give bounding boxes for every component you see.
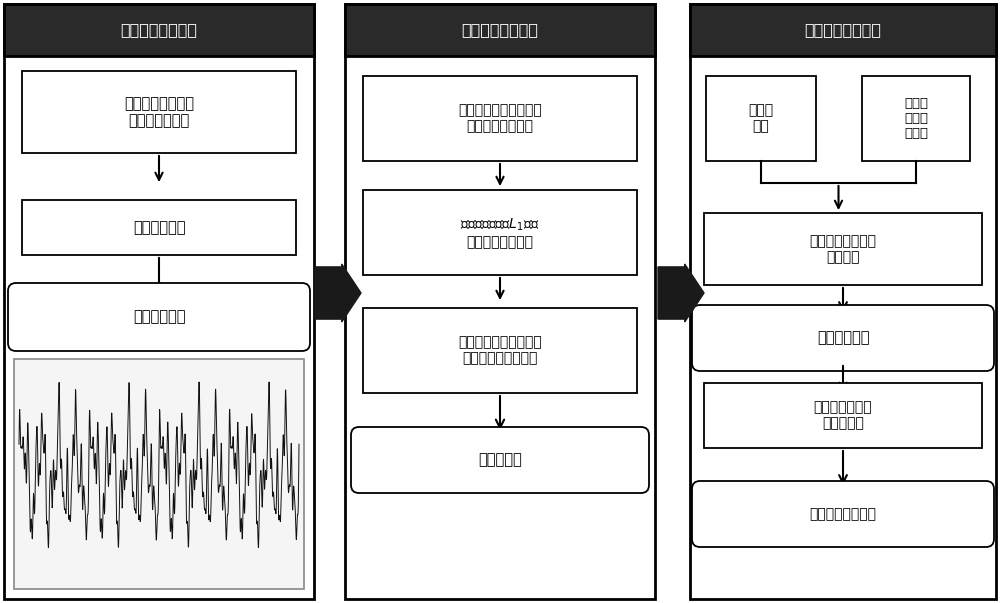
Text: 单振源信号: 单振源信号	[478, 452, 522, 467]
Polygon shape	[315, 264, 361, 322]
FancyBboxPatch shape	[704, 213, 982, 285]
FancyBboxPatch shape	[8, 283, 310, 351]
FancyBboxPatch shape	[706, 76, 816, 161]
Text: 振动源的定量识别: 振动源的定量识别	[804, 22, 882, 37]
FancyBboxPatch shape	[690, 4, 996, 56]
Text: 根据设备振动源的先验
信息构造参考信号: 根据设备振动源的先验 信息构造参考信号	[458, 103, 542, 134]
Text: 单振源
信号: 单振源 信号	[748, 103, 774, 134]
Text: 敏感载
荷处观
测信号: 敏感载 荷处观 测信号	[904, 97, 928, 140]
Text: 卫星舱段结构模型
各振源正常工作: 卫星舱段结构模型 各振源正常工作	[124, 96, 194, 128]
Text: 采用梯度下降法迭代寻
找分离信号的最优解: 采用梯度下降法迭代寻 找分离信号的最优解	[458, 335, 542, 365]
Polygon shape	[658, 264, 704, 322]
Text: 频域单源响应信号
求解方法: 频域单源响应信号 求解方法	[810, 234, 876, 264]
Text: 优化目标为参考$L_1$范数
目标函数的最小化: 优化目标为参考$L_1$范数 目标函数的最小化	[460, 216, 540, 249]
FancyBboxPatch shape	[351, 427, 649, 493]
FancyBboxPatch shape	[692, 481, 994, 547]
Text: 单源响应信号: 单源响应信号	[817, 330, 869, 346]
FancyBboxPatch shape	[14, 359, 304, 589]
FancyBboxPatch shape	[363, 76, 637, 161]
FancyBboxPatch shape	[363, 190, 637, 275]
FancyBboxPatch shape	[22, 200, 296, 255]
Text: 基于向量投影的
贡献量表征: 基于向量投影的 贡献量表征	[814, 400, 872, 431]
Text: 振动响应信息获取: 振动响应信息获取	[120, 22, 198, 37]
FancyBboxPatch shape	[22, 71, 296, 153]
FancyBboxPatch shape	[862, 76, 970, 161]
FancyBboxPatch shape	[4, 4, 314, 599]
Text: 数据采集系统: 数据采集系统	[133, 220, 185, 235]
FancyBboxPatch shape	[345, 4, 655, 56]
FancyBboxPatch shape	[345, 4, 655, 599]
FancyBboxPatch shape	[690, 4, 996, 599]
FancyBboxPatch shape	[692, 305, 994, 371]
FancyBboxPatch shape	[363, 308, 637, 393]
FancyBboxPatch shape	[704, 383, 982, 448]
Text: 振动响应信号: 振动响应信号	[133, 309, 185, 324]
Text: 单振源信号的提取: 单振源信号的提取	[462, 22, 538, 37]
Text: 各振动源的贡献量: 各振动源的贡献量	[810, 507, 876, 521]
FancyBboxPatch shape	[4, 4, 314, 56]
